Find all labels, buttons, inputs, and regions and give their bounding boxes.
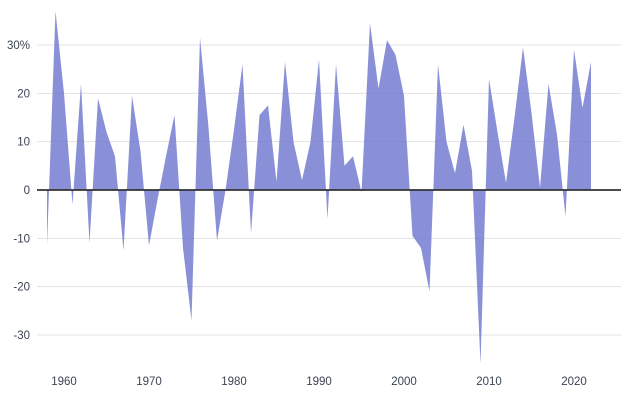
x-axis-tick-label: 1960 [51, 376, 77, 388]
y-axis-tick-label: 20 [17, 88, 30, 100]
x-axis-tick-label: 1970 [136, 376, 162, 388]
y-axis-labels: 30% 20 10 0 -10 -20 -30 [7, 40, 30, 342]
x-axis-labels: 1960 1970 1980 1990 2000 2010 2020 [51, 376, 587, 388]
x-axis-tick-label: 1990 [306, 376, 332, 388]
y-axis-tick-label: 30% [7, 40, 30, 52]
x-axis-tick-label: 2010 [476, 376, 502, 388]
y-axis-tick-label: 10 [17, 137, 30, 149]
y-axis-tick-label: -30 [13, 330, 30, 342]
area-series[interactable] [47, 11, 591, 364]
y-axis-tick-label: -10 [13, 233, 30, 245]
y-axis-tick-label: 0 [24, 185, 30, 197]
y-axis-tick-label: -20 [13, 282, 30, 294]
x-axis-tick-label: 1980 [221, 376, 247, 388]
x-axis-tick-label: 2020 [561, 376, 587, 388]
x-axis-tick-label: 2000 [391, 376, 417, 388]
